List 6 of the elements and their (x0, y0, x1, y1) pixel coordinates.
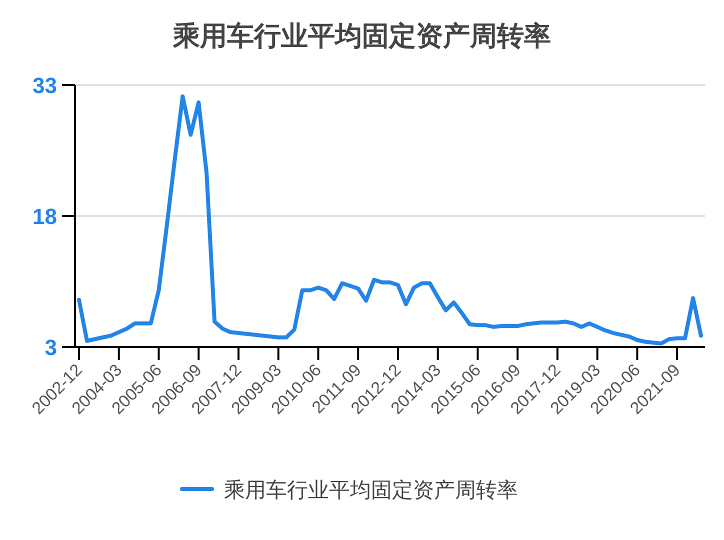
legend-label: 乘用车行业平均固定资产周转率 (224, 479, 518, 502)
y-tick-label: 33 (32, 73, 57, 98)
chart-title: 乘用车行业平均固定资产周转率 (172, 21, 551, 51)
line-series (77, 94, 703, 346)
y-tick-label: 18 (32, 204, 57, 229)
y-tick-label: 3 (44, 335, 57, 360)
